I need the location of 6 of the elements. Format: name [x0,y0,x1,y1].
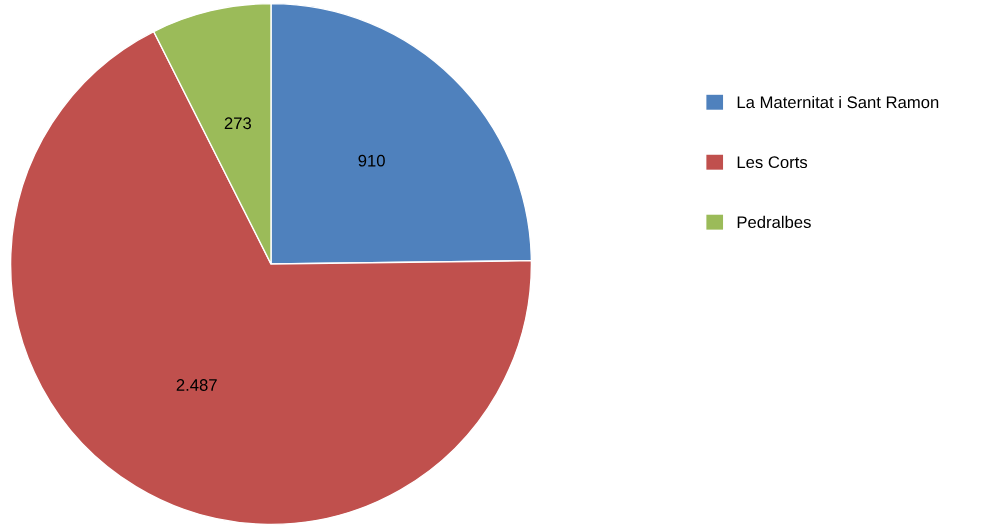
data-label: 273 [224,117,252,130]
legend-label: La Maternitat i Sant Ramon [737,95,939,109]
data-label: 910 [358,154,385,167]
legend-label: Pedralbes [737,215,811,229]
data-label: 2.487 [176,379,217,391]
legend-label: Les Corts [737,156,808,169]
